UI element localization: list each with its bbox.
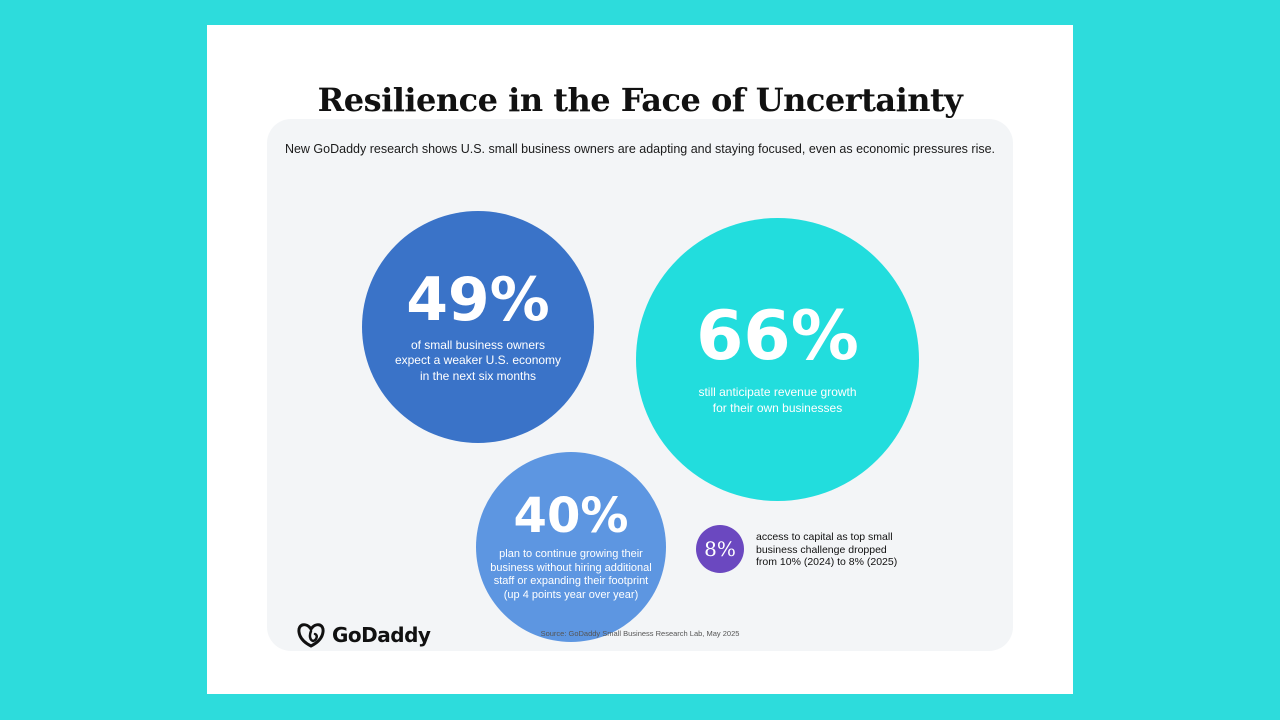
godaddy-logo: GoDaddy (296, 622, 431, 648)
intro-text: New GoDaddy research shows U.S. small bu… (284, 142, 996, 156)
stat-value: 8% (704, 537, 736, 561)
stat-bubble-66: 66% still anticipate revenue growth for t… (636, 218, 919, 501)
source-note: Source: GoDaddy Small Business Research … (540, 629, 740, 638)
logo-wordmark: GoDaddy (332, 623, 431, 647)
stats-panel: New GoDaddy research shows U.S. small bu… (267, 119, 1013, 651)
stat-description: still anticipate revenue growth for their… (698, 385, 857, 415)
stat-value: 66% (696, 297, 859, 376)
stat-description: of small business owners expect a weaker … (394, 337, 562, 383)
godaddy-logo-icon (297, 623, 325, 648)
stat-value: 40% (513, 488, 629, 544)
infographic-card: Resilience in the Face of Uncertainty Ne… (207, 25, 1073, 694)
stat-description-8: access to capital as top small business c… (756, 531, 898, 568)
page-title: Resilience in the Face of Uncertainty (317, 81, 963, 119)
stat-bubble-40: 40% plan to continue growing their busine… (476, 452, 666, 642)
stat-bubble-8: 8% (696, 525, 744, 573)
stat-description: plan to continue growing their business w… (490, 548, 652, 601)
stat-value: 49% (406, 264, 550, 335)
stat-bubble-49: 49% of small business owners expect a wea… (362, 211, 594, 443)
